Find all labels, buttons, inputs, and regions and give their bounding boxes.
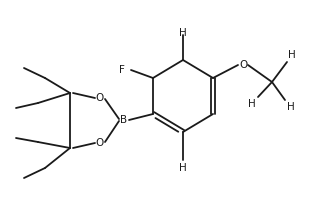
Text: H: H	[288, 50, 296, 60]
Text: H: H	[248, 99, 256, 109]
Text: H: H	[179, 28, 187, 38]
Text: O: O	[239, 60, 247, 70]
Text: F: F	[119, 65, 125, 75]
Text: H: H	[179, 163, 187, 173]
Text: O: O	[96, 138, 104, 148]
Text: O: O	[96, 93, 104, 103]
Text: H: H	[287, 102, 295, 112]
Text: B: B	[120, 115, 127, 125]
